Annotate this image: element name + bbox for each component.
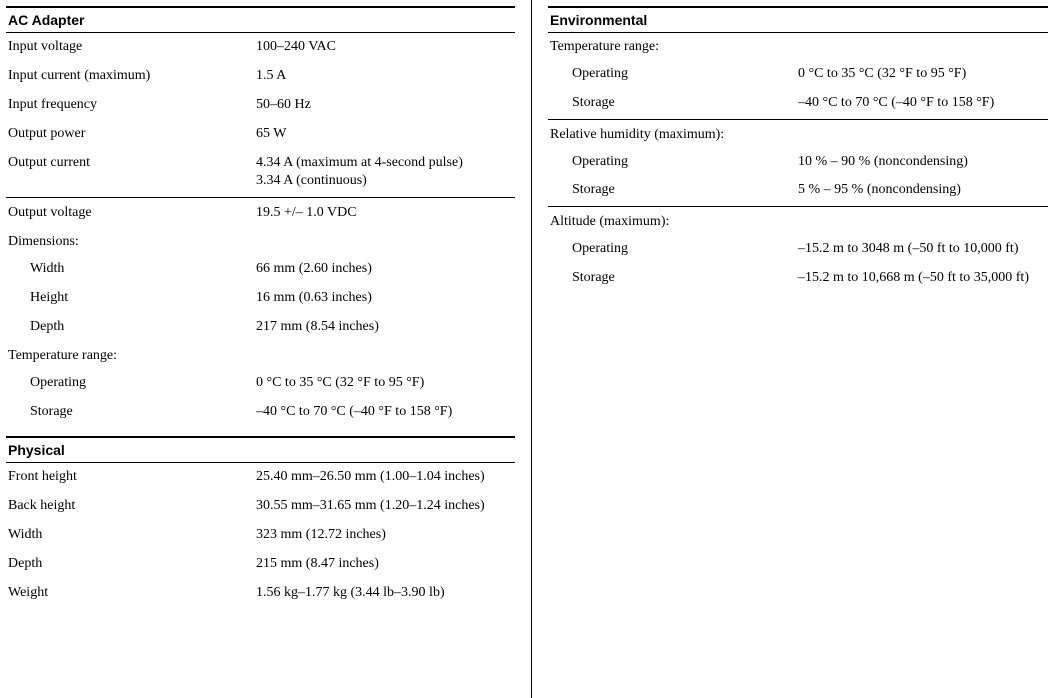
spec-value: 65 W [256, 125, 513, 144]
spec-subheader: Temperature range: [548, 33, 1048, 60]
spec-row: Width 323 mm (12.72 inches) [6, 521, 515, 550]
spec-row: Back height 30.55 mm–31.65 mm (1.20–1.24… [6, 492, 515, 521]
spec-value: 30.55 mm–31.65 mm (1.20–1.24 inches) [256, 497, 513, 516]
spec-subheader: Dimensions: [6, 228, 515, 255]
spec-row: Input voltage 100–240 VAC [6, 33, 515, 62]
spec-label: Operating [550, 240, 798, 259]
spec-value: 4.34 A (maximum at 4-second pulse) 3.34 … [256, 154, 513, 192]
spec-row: Operating –15.2 m to 3048 m (–50 ft to 1… [548, 235, 1048, 264]
spec-label: Front height [8, 468, 256, 487]
spec-value: 323 mm (12.72 inches) [256, 526, 513, 545]
spec-label: Width [8, 260, 256, 279]
spec-label: Altitude (maximum): [550, 213, 798, 232]
spec-value: –15.2 m to 3048 m (–50 ft to 10,000 ft) [798, 240, 1046, 259]
spec-value: 1.56 kg–1.77 kg (3.44 lb–3.90 lb) [256, 584, 513, 603]
spec-label: Depth [8, 555, 256, 574]
spec-subheader: Relative humidity (maximum): [548, 121, 1048, 148]
spec-value: 215 mm (8.47 inches) [256, 555, 513, 574]
spec-value: 25.40 mm–26.50 mm (1.00–1.04 inches) [256, 468, 513, 487]
spec-label: Output voltage [8, 204, 256, 223]
spec-value: 217 mm (8.54 inches) [256, 318, 513, 337]
spec-page: AC Adapter Input voltage 100–240 VAC Inp… [0, 0, 1064, 698]
spec-row: Input frequency 50–60 Hz [6, 91, 515, 120]
divider [548, 206, 1048, 207]
spec-label: Input frequency [8, 96, 256, 115]
spec-row: Operating 10 % – 90 % (noncondensing) [548, 148, 1048, 177]
spec-value: 100–240 VAC [256, 38, 513, 57]
spec-row: Weight 1.56 kg–1.77 kg (3.44 lb–3.90 lb) [6, 579, 515, 608]
spec-label: Dimensions: [8, 233, 256, 252]
spec-value: –40 °C to 70 °C (–40 °F to 158 °F) [798, 94, 1046, 113]
spec-value: –40 °C to 70 °C (–40 °F to 158 °F) [256, 403, 513, 422]
spec-label: Weight [8, 584, 256, 603]
spec-value-line: 3.34 A (continuous) [256, 173, 367, 188]
spec-label: Temperature range: [8, 347, 256, 366]
spec-value-line: 4.34 A (maximum at 4-second pulse) [256, 155, 463, 170]
spec-value: 66 mm (2.60 inches) [256, 260, 513, 279]
spec-row: Depth 217 mm (8.54 inches) [6, 313, 515, 342]
spec-label: Depth [8, 318, 256, 337]
spec-subheader: Temperature range: [6, 342, 515, 369]
spec-label: Back height [8, 497, 256, 516]
spec-value: 10 % – 90 % (noncondensing) [798, 153, 1046, 172]
spec-label: Operating [550, 65, 798, 84]
spec-label: Input current (maximum) [8, 67, 256, 86]
spec-value: 19.5 +/– 1.0 VDC [256, 204, 513, 223]
divider [548, 119, 1048, 120]
spec-row: Width 66 mm (2.60 inches) [6, 255, 515, 284]
spec-label: Output current [8, 154, 256, 192]
spec-row: Output current 4.34 A (maximum at 4-seco… [6, 149, 515, 197]
spec-label: Relative humidity (maximum): [550, 126, 798, 145]
spec-value: 50–60 Hz [256, 96, 513, 115]
spec-row: Storage 5 % – 95 % (noncondensing) [548, 176, 1048, 205]
spec-row: Input current (maximum) 1.5 A [6, 62, 515, 91]
spec-row: Storage –40 °C to 70 °C (–40 °F to 158 °… [548, 89, 1048, 118]
spec-value: 16 mm (0.63 inches) [256, 289, 513, 308]
spec-value: 0 °C to 35 °C (32 °F to 95 °F) [798, 65, 1046, 84]
spec-value: 5 % – 95 % (noncondensing) [798, 181, 1046, 200]
spec-row: Depth 215 mm (8.47 inches) [6, 550, 515, 579]
right-column: Environmental Temperature range: Operati… [532, 0, 1064, 698]
spec-label: Height [8, 289, 256, 308]
left-column: AC Adapter Input voltage 100–240 VAC Inp… [0, 0, 532, 698]
spec-value: 0 °C to 35 °C (32 °F to 95 °F) [256, 374, 513, 393]
section-title-environmental: Environmental [548, 6, 1048, 33]
section-title-physical: Physical [6, 436, 515, 463]
spec-subheader: Altitude (maximum): [548, 208, 1048, 235]
spec-row: Output power 65 W [6, 120, 515, 149]
spec-label: Storage [550, 94, 798, 113]
spec-row: Front height 25.40 mm–26.50 mm (1.00–1.0… [6, 463, 515, 492]
divider [6, 197, 515, 198]
spec-label: Storage [550, 181, 798, 200]
spec-label: Temperature range: [550, 38, 798, 57]
spec-row: Operating 0 °C to 35 °C (32 °F to 95 °F) [6, 369, 515, 398]
spec-label: Operating [550, 153, 798, 172]
section-title-ac-adapter: AC Adapter [6, 6, 515, 33]
spec-row: Output voltage 19.5 +/– 1.0 VDC [6, 199, 515, 228]
spec-label: Output power [8, 125, 256, 144]
spec-row: Operating 0 °C to 35 °C (32 °F to 95 °F) [548, 60, 1048, 89]
spec-row: Height 16 mm (0.63 inches) [6, 284, 515, 313]
spec-value: 1.5 A [256, 67, 513, 86]
spec-label: Storage [8, 403, 256, 422]
spec-label: Input voltage [8, 38, 256, 57]
spec-label: Width [8, 526, 256, 545]
spec-row: Storage –15.2 m to 10,668 m (–50 ft to 3… [548, 264, 1048, 293]
spec-label: Operating [8, 374, 256, 393]
spec-row: Storage –40 °C to 70 °C (–40 °F to 158 °… [6, 398, 515, 427]
spec-label: Storage [550, 269, 798, 288]
spec-value: –15.2 m to 10,668 m (–50 ft to 35,000 ft… [798, 269, 1046, 288]
